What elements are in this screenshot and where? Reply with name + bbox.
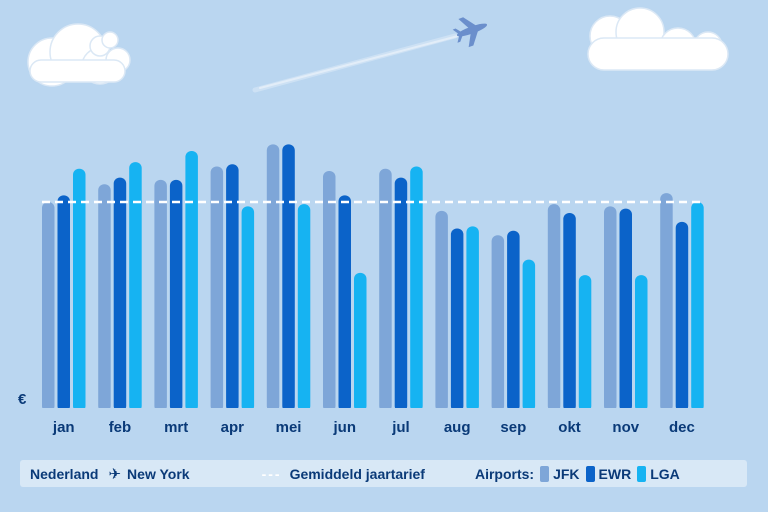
legend-series-ewr: EWR [598,465,632,482]
bar-jfk-okt [547,204,561,412]
bar-ewr-okt [563,213,576,412]
legend-airports: Airports: JFK EWR LGA [474,465,680,482]
x-tick-label: okt [558,419,581,436]
bar-lga-mrt [185,151,198,412]
y-axis-label: € [18,391,27,408]
bar-jfk-nov [604,206,617,412]
x-tick-label: mei [276,419,302,436]
legend-route: Nederland ✈ New York [30,465,190,483]
bar-lga-jul [410,166,423,412]
bar-ewr-sep [507,230,520,412]
bar-lga-jun [354,272,367,412]
bar-ewr-dec [675,221,689,412]
bar-jfk-apr [210,166,224,412]
bar-jfk-sep [491,235,505,412]
x-tick-label: sep [500,419,526,436]
bar-ewr-mrt [169,179,183,412]
airplane-icon [252,17,488,93]
bar-lga-apr [241,206,255,412]
legend-swatch-lga [637,465,647,482]
legend-swatch-jfk [540,465,550,482]
bar-ewr-jan [57,195,70,412]
x-tick-label: apr [221,419,245,436]
legend-series-lga: LGA [650,465,680,482]
x-tick-label: dec [669,419,695,436]
bar-lga-feb [129,162,142,412]
bar-ewr-feb [113,177,127,412]
x-tick-label: jun [333,419,357,436]
legend-series-jfk: JFK [553,465,580,482]
bar-ewr-nov [619,208,632,412]
baseline-strip [0,408,768,416]
legend-swatch-ewr [585,465,595,482]
bar-lga-aug [466,226,479,412]
x-tick-label: aug [444,419,471,436]
legend-airports-label: Airports: [474,465,535,482]
bar-jfk-jan [42,201,55,412]
bar-lga-okt [578,275,592,412]
x-tick-label: feb [109,419,132,436]
x-tick-label: jul [391,419,410,436]
cloud-icon [89,31,119,57]
legend-average: --- Gemiddeld jaartarief [262,466,425,482]
legend-average-label: Gemiddeld jaartarief [289,465,425,482]
bar-ewr-jun [338,195,351,412]
bar-ewr-aug [450,228,464,412]
bar-jfk-mrt [154,179,167,412]
bar-ewr-mei [282,144,295,412]
airplane-icon: ✈ [108,465,122,483]
x-tick-label: mrt [164,419,188,436]
bar-jfk-jul [379,168,392,412]
bar-jfk-aug [435,210,448,412]
legend-origin: Nederland [30,465,99,482]
dashed-line-icon: --- [261,465,282,482]
bar-jfk-dec [660,193,673,412]
cloud-icon [587,7,729,71]
bar-jfk-feb [98,184,111,412]
bar-lga-jan [73,168,86,412]
bar-jfk-jun [323,170,336,412]
bar-lga-sep [522,259,536,412]
bar-jfk-mei [266,144,280,412]
bar-lga-dec [691,201,704,412]
legend-destination: New York [127,465,190,482]
bar-lga-nov [635,275,648,412]
x-tick-label: nov [612,419,639,436]
legend: Nederland ✈ New York --- Gemiddeld jaart… [20,460,747,487]
bar-lga-mei [297,204,311,412]
bar-ewr-apr [226,164,239,412]
x-tick-label: jan [52,419,75,436]
bar-ewr-jul [394,177,408,412]
